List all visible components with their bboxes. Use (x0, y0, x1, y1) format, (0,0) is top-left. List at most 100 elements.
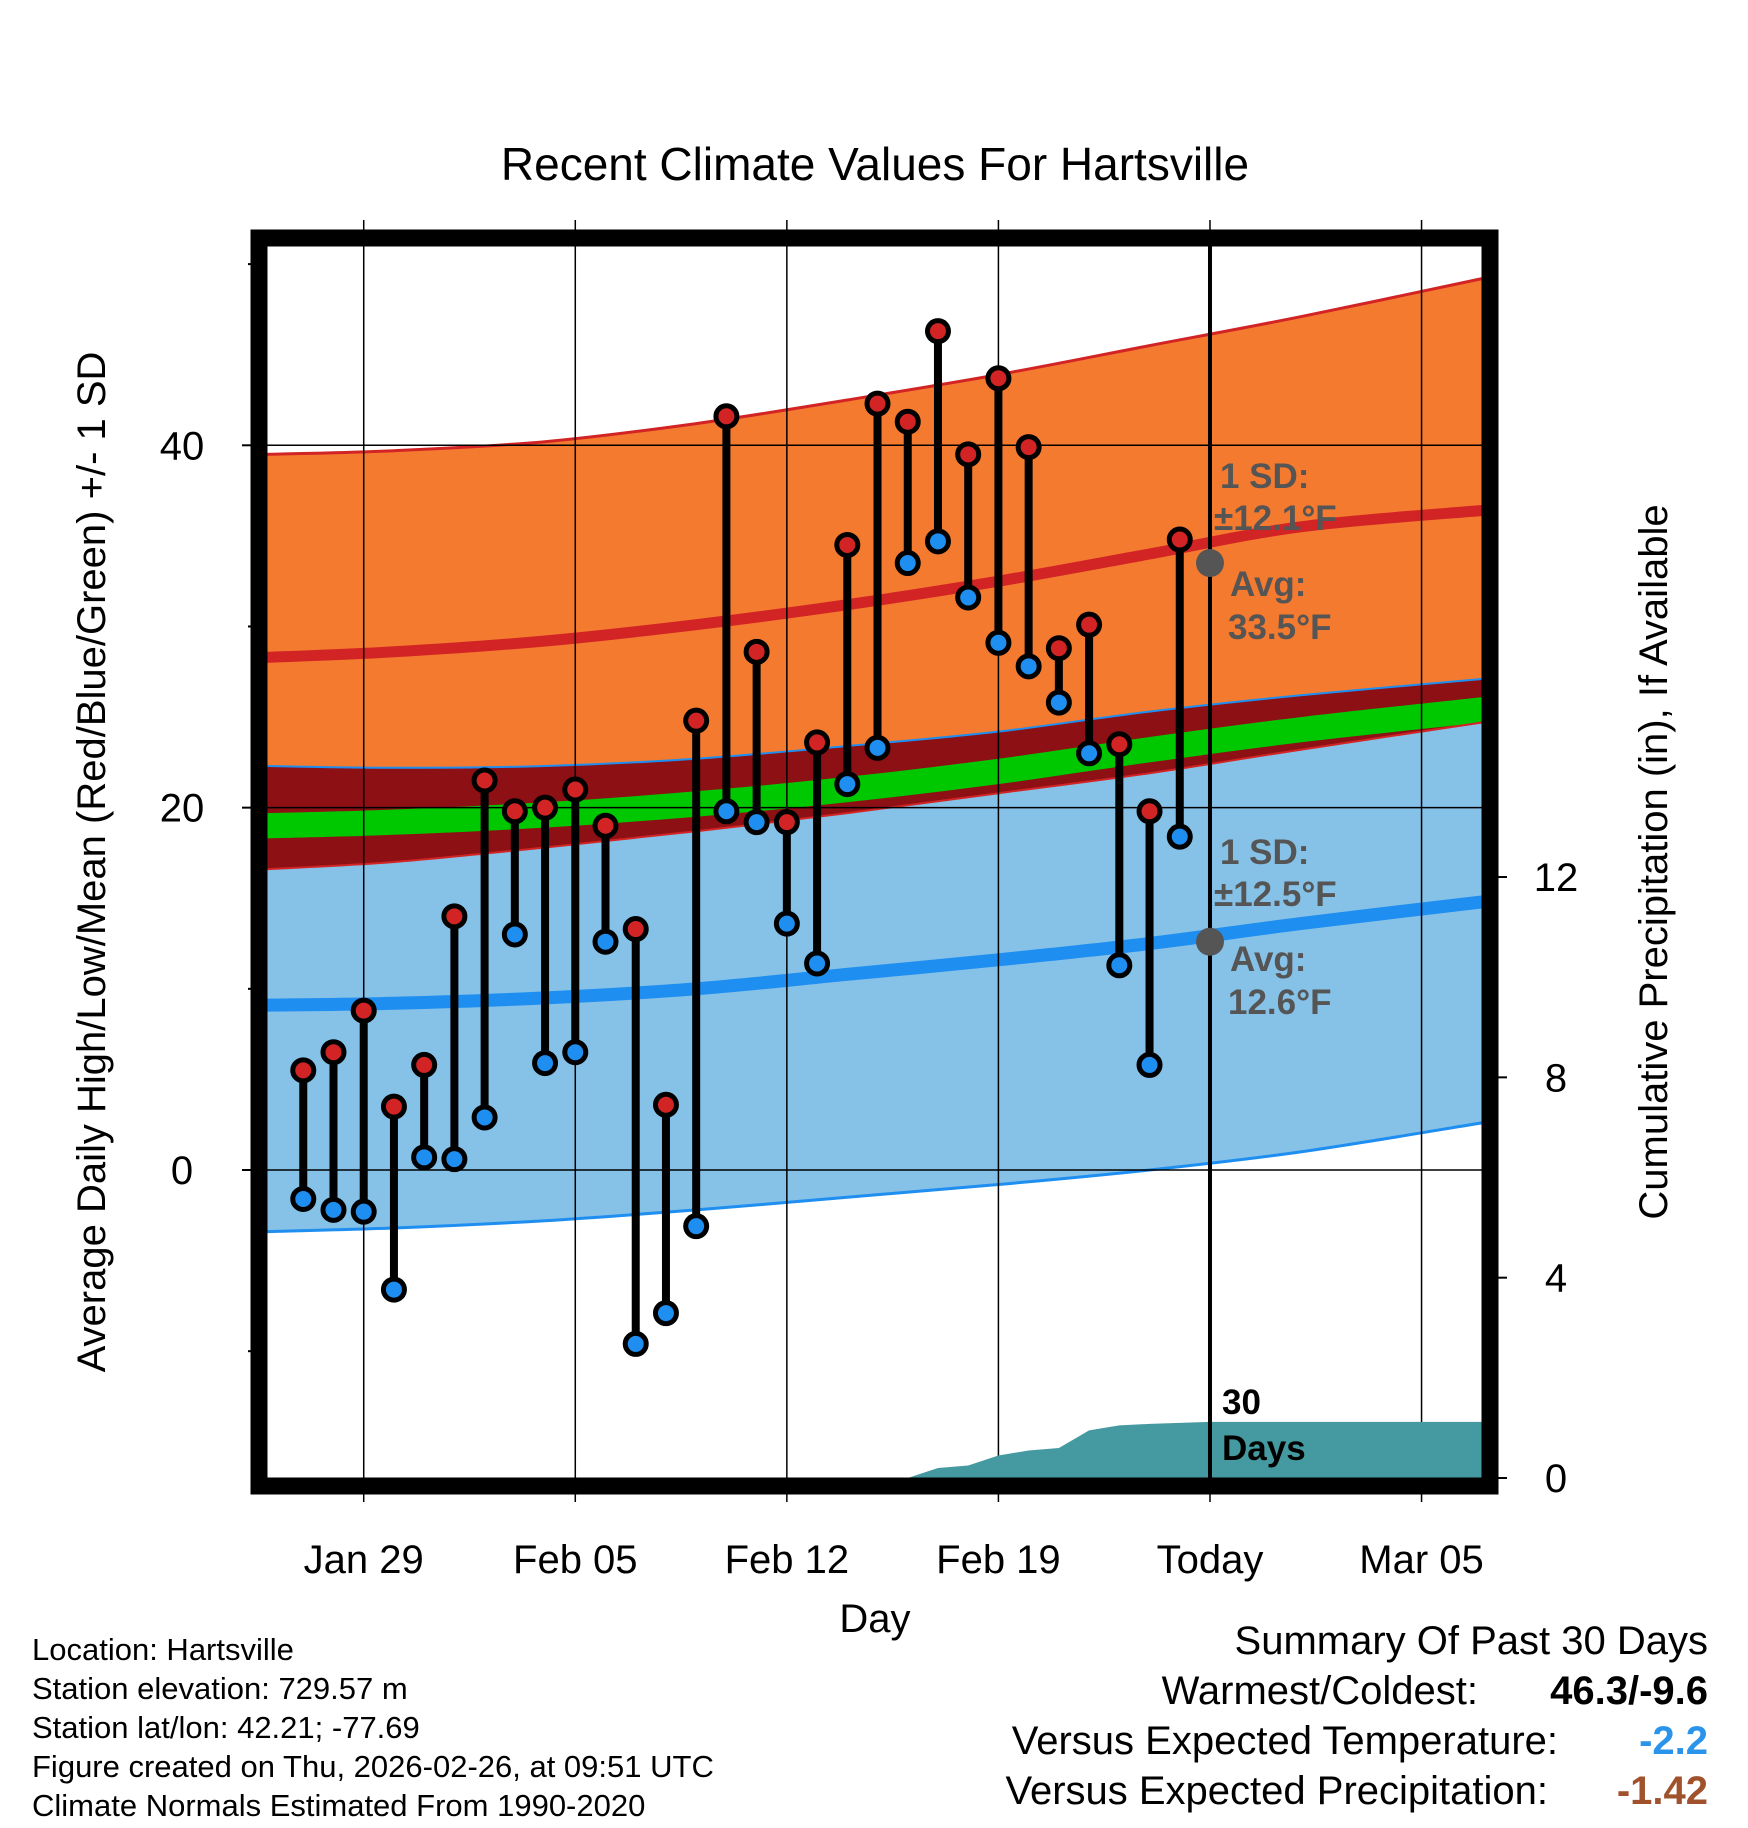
low-avg-value: 12.6°F (1228, 983, 1332, 1022)
low-avg-label: Avg: (1230, 940, 1306, 979)
high-temp-point (804, 729, 831, 756)
day-observation (320, 1039, 347, 1223)
precip-anomaly-value: -1.42 (1616, 1769, 1708, 1813)
low-temp-point (562, 1039, 589, 1066)
summary-title: Summary Of Past 30 Days (1234, 1619, 1708, 1663)
high-sd-label: 1 SD: (1220, 457, 1309, 496)
x-axis-label: Day (839, 1597, 910, 1641)
high-temp-point (834, 531, 861, 558)
high-temp-point (320, 1039, 347, 1066)
low-temp-point (501, 921, 528, 948)
x-tick-label: Feb 12 (725, 1538, 850, 1582)
plot-frame (250, 229, 1499, 1495)
high-temp-point (683, 707, 710, 734)
low-temp-point (532, 1050, 559, 1077)
day-observation (1166, 526, 1193, 850)
elevation-text: Station elevation: 729.57 m (32, 1671, 408, 1706)
high-temp-point (743, 638, 770, 665)
high-temp-point (1076, 611, 1103, 638)
warmest-coldest-value: 46.3/-9.6 (1550, 1669, 1708, 1713)
titles: Recent Climate Values For Hartsville Day A… (70, 138, 1676, 1641)
high-avg-value: 33.5°F (1228, 608, 1332, 647)
low-temp-point (985, 629, 1012, 656)
day-observation (924, 318, 951, 555)
high-temp-point (1136, 798, 1163, 825)
axes: Jan 29 Feb 05 Feb 12 Feb 19 Today Mar 0502040… (160, 263, 1579, 1582)
day-observation (834, 531, 861, 798)
low-temp-point (652, 1300, 679, 1327)
day-observation (955, 441, 982, 611)
x-tick-label: Today (1157, 1538, 1264, 1582)
low-minus-sd-line (266, 1121, 1483, 1234)
high-temp-point (1106, 731, 1133, 758)
low-temp-point (743, 809, 770, 836)
y-right-tick-label: 8 (1545, 1056, 1567, 1100)
precip-anomaly-label: Versus Expected Precipitation: (1005, 1769, 1548, 1813)
high-temp-point (894, 408, 921, 435)
precip-cumulative-area (907, 1421, 1482, 1478)
y-left-tick-label: 0 (171, 1149, 193, 1193)
high-temp-point (1045, 635, 1072, 662)
high-temp-point (924, 318, 951, 345)
x-tick-label: Jan 29 (304, 1538, 424, 1582)
x-tick-label: Feb 19 (936, 1538, 1061, 1582)
day-observation (683, 707, 710, 1240)
y-right-tick-label: 4 (1545, 1257, 1567, 1301)
low-temp-point (1015, 653, 1042, 680)
high-temp-point (652, 1091, 679, 1118)
station-info: Location: Hartsville Station elevation: … (32, 1630, 714, 1825)
day-observation (501, 798, 528, 948)
day-observation (713, 403, 740, 825)
day-observation (1136, 798, 1163, 1078)
low-temp-point (592, 928, 619, 955)
low-temp-point (894, 550, 921, 577)
day-observation (350, 997, 377, 1225)
period-unit: Days (1222, 1429, 1306, 1468)
temp-anomaly-label: Versus Expected Temperature: (1011, 1719, 1558, 1763)
high-temp-point (501, 798, 528, 825)
period-number: 30 (1222, 1383, 1261, 1422)
low-temp-point (713, 798, 740, 825)
day-observation (1106, 731, 1133, 979)
location-text: Location: Hartsville (32, 1632, 294, 1667)
low-temp-point (1076, 740, 1103, 767)
day-observation (471, 767, 498, 1131)
chart-title: Recent Climate Values For Hartsville (501, 138, 1249, 190)
low-temp-point (1045, 689, 1072, 716)
low-temp-point (471, 1104, 498, 1131)
day-observation (985, 365, 1012, 656)
y-right-tick-label: 12 (1534, 856, 1579, 900)
low-temp-point (320, 1196, 347, 1223)
high-sd-value: ±12.1°F (1214, 499, 1337, 538)
low-temp-point (441, 1146, 468, 1173)
day-observation (532, 794, 559, 1077)
day-observation (894, 408, 921, 577)
low-temp-point (350, 1198, 377, 1225)
plot-border (250, 229, 1499, 1495)
low-temp-point (683, 1213, 710, 1240)
low-temp-point (380, 1276, 407, 1303)
day-observation (1015, 434, 1042, 680)
high-temp-point (864, 390, 891, 417)
high-temp-point (622, 916, 649, 943)
x-tick-label: Feb 05 (513, 1538, 638, 1582)
low-temp-point (924, 528, 951, 555)
low-temp-point (864, 734, 891, 761)
high-avg-label: Avg: (1230, 565, 1306, 604)
low-temp-point (773, 910, 800, 937)
low-temp-point (955, 584, 982, 611)
low-temp-point (1166, 823, 1193, 850)
low-sd-label: 1 SD: (1220, 833, 1309, 872)
precipitation-area (907, 1421, 1482, 1478)
high-temp-point (441, 903, 468, 930)
normals-text: Climate Normals Estimated From 1990-2020 (32, 1788, 646, 1823)
temp-anomaly-value: -2.2 (1639, 1719, 1708, 1763)
created-text: Figure created on Thu, 2026-02-26, at 09… (32, 1749, 714, 1784)
high-temp-point (411, 1051, 438, 1078)
high-temp-point (380, 1093, 407, 1120)
high-temp-point (955, 441, 982, 468)
day-observation (290, 1057, 317, 1212)
low-plus-sd-line (266, 721, 1483, 871)
temp-anomaly-row: Versus Expected Temperature: -2.2 (1005, 1716, 1708, 1766)
